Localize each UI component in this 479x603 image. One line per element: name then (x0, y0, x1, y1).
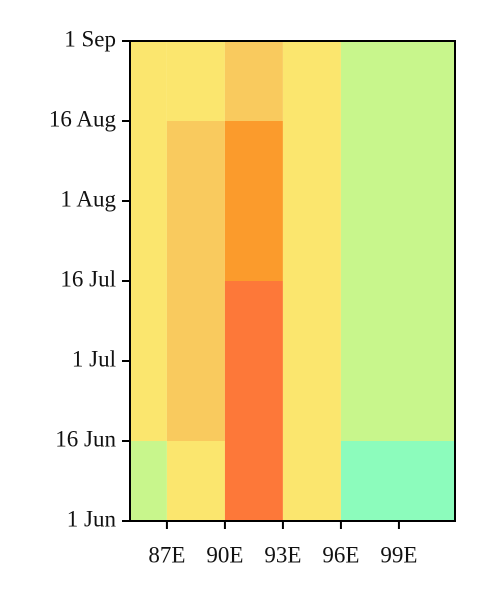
y-tick-label: 1 Jun (67, 506, 117, 531)
heat-cell (224, 281, 283, 441)
heat-cell (130, 41, 167, 121)
y-tick-label: 1 Aug (60, 186, 116, 211)
heat-cell (166, 121, 225, 281)
heat-cell (340, 441, 455, 521)
heat-cell (340, 41, 455, 121)
y-tick-label: 1 Jul (72, 346, 116, 371)
heat-cell (130, 121, 167, 281)
y-tick-label: 16 Aug (49, 106, 117, 131)
heat-cell (282, 441, 341, 521)
heat-cell (340, 121, 455, 281)
heat-cell (224, 441, 283, 521)
x-tick-label: 93E (264, 542, 301, 567)
heat-cell (130, 281, 167, 441)
x-tick-label: 99E (380, 542, 417, 567)
heat-cell (340, 281, 455, 441)
y-tick-label: 1 Sep (64, 26, 116, 51)
heat-cell (166, 281, 225, 441)
heat-cell (224, 41, 283, 121)
x-tick-label: 87E (148, 542, 185, 567)
heat-cell (282, 41, 341, 121)
heat-cell (282, 281, 341, 441)
heat-cell (166, 441, 225, 521)
x-tick-label: 96E (322, 542, 359, 567)
y-tick-label: 16 Jul (60, 266, 116, 291)
heat-cell (166, 41, 225, 121)
y-tick-label: 16 Jun (55, 426, 116, 451)
heat-cell (224, 121, 283, 281)
heat-cell (130, 441, 167, 521)
x-tick-label: 90E (206, 542, 243, 567)
heat-cell (282, 121, 341, 281)
